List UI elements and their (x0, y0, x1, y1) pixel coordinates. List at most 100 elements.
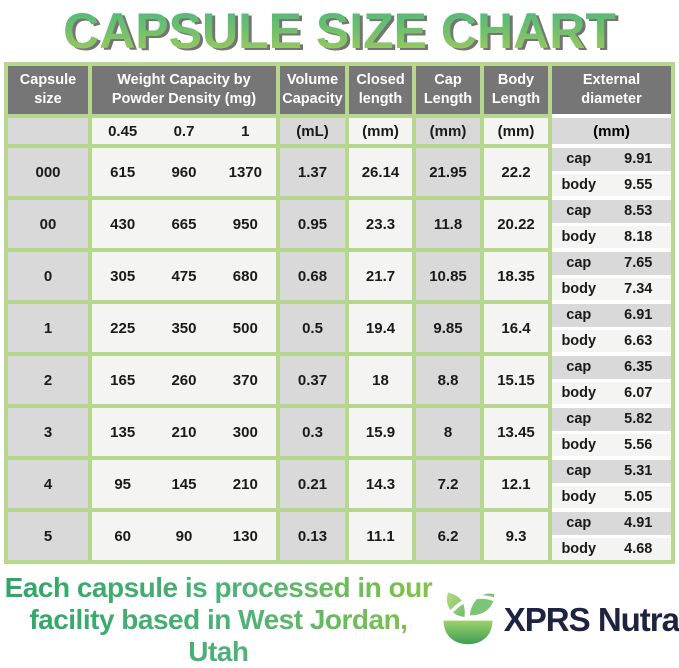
cell-closed-length: 23.3 (349, 200, 412, 248)
external-cap-label: cap (566, 307, 592, 324)
header-weight-capacity: Weight Capacity by Powder Density (mg) (92, 66, 276, 114)
external-cap-row: cap 4.91 (552, 512, 671, 535)
brand-name: XPRS Nutra (503, 600, 679, 638)
cell-cap-length: 6.2 (416, 512, 480, 560)
cell-weight-capacities: 305 475 680 (92, 252, 276, 300)
cell-cap-length: 9.85 (416, 304, 480, 352)
cell-capsule-size: 000 (8, 148, 88, 196)
cell-cap-length: 10.85 (416, 252, 480, 300)
cell-closed-length: 19.4 (349, 304, 412, 352)
external-cap-row: cap 6.91 (552, 304, 671, 327)
cell-external-diameter: cap 5.31 body 5.05 (552, 456, 671, 508)
cell-weight-1: 1370 (228, 163, 262, 181)
external-cap-row: cap 6.35 (552, 356, 671, 379)
external-body-value: 6.63 (624, 332, 653, 349)
cell-capsule-size: 00 (8, 200, 88, 248)
header-capsule-size-label: Capsule size (19, 72, 77, 107)
external-body-label: body (561, 280, 597, 297)
cell-closed-length: 21.7 (349, 252, 412, 300)
external-body-row: body 4.68 (552, 537, 671, 560)
cell-volume-capacity: 0.21 (280, 460, 345, 508)
cell-cap-length: 8 (416, 408, 480, 456)
table-row: 1 225 350 500 0.5 19.4 9.85 16.4 cap 6.9… (8, 300, 671, 352)
cell-weight-capacities: 165 260 370 (92, 356, 276, 404)
cell-weight-1: 130 (232, 527, 258, 545)
external-body-label: body (561, 176, 597, 193)
external-cap-row: cap 8.53 (552, 200, 671, 223)
cell-weight-045: 305 (110, 267, 136, 285)
unit-volume: (mL) (280, 118, 345, 144)
table-row: 4 95 145 210 0.21 14.3 7.2 12.1 cap 5.31… (8, 456, 671, 508)
cell-weight-07: 960 (171, 163, 197, 181)
cell-weight-capacities: 430 665 950 (92, 200, 276, 248)
cell-weight-045: 225 (110, 319, 136, 337)
external-body-row: body 5.56 (552, 433, 671, 456)
cell-weight-capacities: 615 960 1370 (92, 148, 276, 196)
external-body-row: body 9.55 (552, 173, 671, 196)
header-cap-length: Cap Length (416, 66, 480, 114)
cell-weight-1: 500 (232, 319, 258, 337)
cell-volume-capacity: 0.3 (280, 408, 345, 456)
cell-closed-length: 14.3 (349, 460, 412, 508)
header-capsule-size: Capsule size (8, 66, 88, 114)
header-external-line1: External (582, 72, 641, 89)
table-row: 2 165 260 370 0.37 18 8.8 15.15 cap 6.35… (8, 352, 671, 404)
cell-body-length: 22.2 (484, 148, 548, 196)
cell-capsule-size: 3 (8, 408, 88, 456)
table-row: 000 615 960 1370 1.37 26.14 21.95 22.2 c… (8, 144, 671, 196)
cell-capsule-size: 2 (8, 356, 88, 404)
header-closed-line2: length (358, 91, 403, 107)
cell-weight-045: 135 (110, 423, 136, 441)
cell-capsule-size: 1 (8, 304, 88, 352)
header-volume-line2: Capacity (282, 91, 343, 107)
cell-weight-07: 475 (171, 267, 197, 285)
external-cap-value: 8.53 (624, 203, 653, 220)
cell-weight-capacities: 95 145 210 (92, 460, 276, 508)
external-cap-label: cap (566, 515, 592, 532)
external-cap-row: cap 5.31 (552, 460, 671, 483)
cell-external-diameter: cap 7.65 body 7.34 (552, 248, 671, 300)
cell-volume-capacity: 0.5 (280, 304, 345, 352)
cell-closed-length: 18 (349, 356, 412, 404)
cell-external-diameter: cap 5.82 body 5.56 (552, 404, 671, 456)
cell-weight-1: 210 (232, 475, 258, 493)
cell-cap-length: 21.95 (416, 148, 480, 196)
cell-external-diameter: cap 4.91 body 4.68 (552, 508, 671, 560)
footer: Each capsule is processed in our facilit… (0, 572, 679, 668)
cell-external-diameter: cap 9.91 body 9.55 (552, 144, 671, 196)
external-body-value: 9.55 (624, 176, 653, 193)
external-body-value: 4.68 (624, 540, 653, 557)
unit-cap-length: (mm) (416, 118, 480, 144)
external-body-value: 5.56 (624, 436, 653, 453)
external-body-row: body 7.34 (552, 277, 671, 300)
cell-weight-07: 90 (175, 527, 193, 545)
header-body-line1: Body (497, 72, 535, 89)
header-cap-line2: Length (423, 91, 473, 107)
external-cap-label: cap (566, 151, 592, 168)
external-cap-value: 7.65 (624, 255, 653, 272)
footer-note: Each capsule is processed in our facilit… (0, 572, 437, 668)
external-cap-row: cap 5.82 (552, 408, 671, 431)
unit-external-diameter: (mm) (552, 118, 671, 144)
header-weight-line2: Powder Density (mg) (111, 91, 257, 107)
external-body-label: body (561, 228, 597, 245)
unit-closed-length: (mm) (349, 118, 412, 144)
cell-weight-07: 145 (171, 475, 197, 493)
header-volume-capacity: Volume Capacity (280, 66, 345, 114)
units-powder-densities: 0.45 0.7 1 (92, 118, 276, 144)
cell-capsule-size: 0 (8, 252, 88, 300)
external-body-row: body 8.18 (552, 225, 671, 248)
external-body-label: body (561, 436, 597, 453)
external-cap-row: cap 9.91 (552, 148, 671, 171)
cell-cap-length: 7.2 (416, 460, 480, 508)
cell-external-diameter: cap 6.35 body 6.07 (552, 352, 671, 404)
cell-weight-capacities: 135 210 300 (92, 408, 276, 456)
external-body-label: body (561, 540, 597, 557)
header-closed-length: Closed length (349, 66, 412, 114)
cell-body-length: 15.15 (484, 356, 548, 404)
external-body-label: body (561, 488, 597, 505)
cell-closed-length: 11.1 (349, 512, 412, 560)
header-volume-line1: Volume (286, 72, 339, 89)
bowl-leaf-icon (437, 588, 499, 651)
cell-body-length: 13.45 (484, 408, 548, 456)
